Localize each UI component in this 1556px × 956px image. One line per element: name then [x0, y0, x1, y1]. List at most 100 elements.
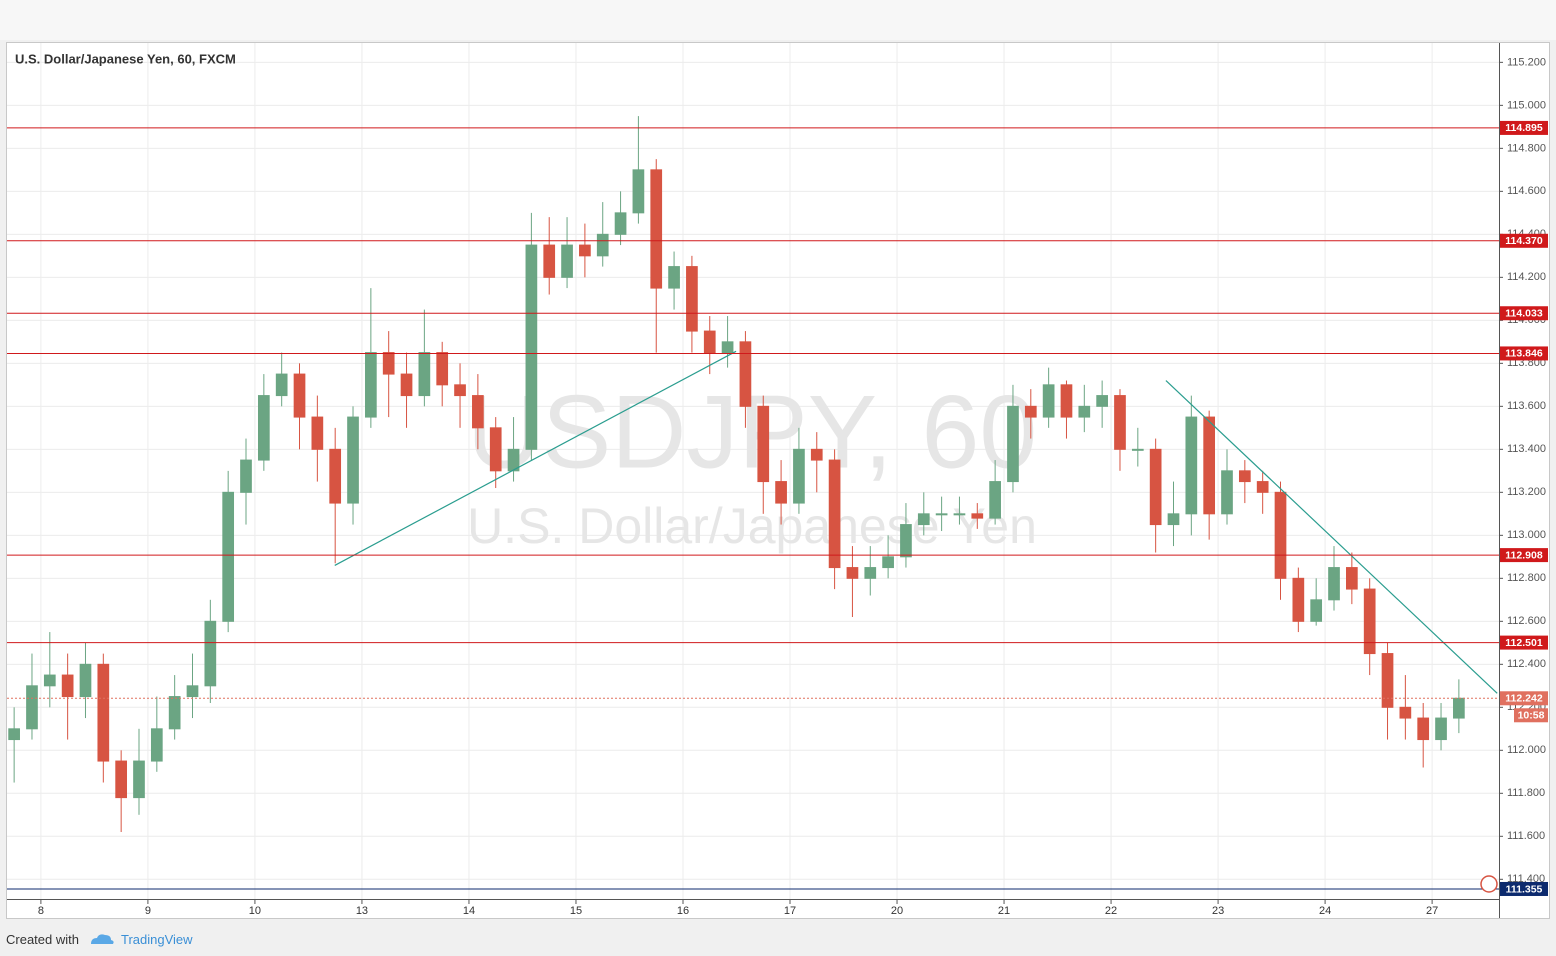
chart: USDJPY, 60 U.S. Dollar/Japanese Yen 111.… [0, 0, 1556, 919]
candle-body [703, 330, 716, 354]
candle-body [97, 663, 110, 762]
candle-body [971, 513, 984, 519]
x-tick-label: 14 [463, 905, 475, 917]
candle-body [204, 620, 217, 687]
candle-body [917, 513, 930, 526]
y-tick-label: 112.800 [1507, 572, 1546, 584]
candle-body [1310, 599, 1323, 622]
candle-body [1256, 481, 1269, 493]
x-tick-label: 9 [145, 905, 151, 917]
candle-body [810, 448, 823, 461]
candle-body [650, 169, 663, 289]
x-tick-label: 13 [356, 905, 368, 917]
y-tick-label: 113.000 [1507, 529, 1546, 541]
countdown-box [1514, 708, 1548, 723]
candle-body [507, 448, 520, 472]
compare-icon[interactable] [1480, 875, 1498, 893]
candle-body [882, 556, 894, 569]
candle-body [365, 352, 377, 418]
candle-body [686, 266, 698, 332]
candle-body [8, 728, 20, 741]
candle-body [257, 395, 270, 461]
candle-body [275, 373, 288, 397]
candle-body [1042, 384, 1055, 418]
watermark-symbol: USDJPY, 60 [467, 374, 1037, 490]
x-tick-label: 27 [1426, 905, 1438, 917]
candle-body [1149, 448, 1162, 526]
y-tick-label: 112.600 [1507, 615, 1546, 627]
candle-body [133, 760, 145, 799]
price-label: 114.033 [1505, 308, 1543, 320]
trendline [334, 350, 737, 566]
y-tick-label: 114.600 [1507, 185, 1546, 197]
x-tick-label: 24 [1319, 905, 1331, 917]
price-label-box [1500, 120, 1548, 135]
top-bar [0, 0, 1556, 40]
candle-body [1185, 416, 1198, 515]
price-label-box [1500, 346, 1548, 361]
price-label-box [1500, 233, 1548, 248]
candle-body [489, 427, 502, 472]
candle-body [454, 384, 466, 397]
candle-body [382, 352, 395, 375]
y-tick-label: 115.200 [1507, 56, 1546, 68]
candle-body [579, 244, 591, 257]
candle-body [1203, 416, 1216, 515]
price-label-box [1500, 635, 1548, 650]
candle-body [472, 395, 484, 429]
x-tick-label: 21 [998, 905, 1010, 917]
price-label-box [1500, 881, 1548, 896]
x-tick-label: 22 [1105, 905, 1117, 917]
price-label: 111.355 [1506, 883, 1543, 895]
candle-body [43, 674, 56, 687]
y-tick-label: 112.400 [1507, 658, 1546, 670]
footer-brand[interactable]: TradingView [120, 931, 193, 947]
x-tick-label: 16 [677, 905, 689, 917]
candle-body [543, 244, 556, 278]
candle-body [1328, 567, 1340, 601]
candle-body [1114, 395, 1126, 450]
candle-body [525, 244, 538, 450]
candle-body [26, 685, 38, 730]
candle-body [953, 513, 966, 516]
y-tick-label: 113.200 [1507, 486, 1546, 498]
candle-body [1292, 577, 1305, 622]
candle-body [1381, 653, 1394, 708]
chart-title: U.S. Dollar/Japanese Yen, 60, FXCM [15, 51, 236, 66]
candle-body [347, 416, 359, 504]
candle-body [329, 448, 342, 504]
price-label: 112.501 [1505, 637, 1543, 649]
candle-body [1078, 405, 1091, 418]
candle-body [1167, 513, 1180, 526]
candle-body [1346, 567, 1358, 590]
candle-body [1417, 717, 1430, 741]
candle-body [400, 373, 413, 397]
candle-body [864, 567, 877, 579]
y-tick-label: 112.000 [1507, 744, 1546, 756]
candle-body [186, 685, 199, 698]
y-tick-label: 113.600 [1507, 400, 1546, 412]
footer-created: Created with [6, 931, 79, 947]
candle-body [1024, 405, 1037, 418]
candle-body [1096, 395, 1108, 407]
tradingview-logo [90, 934, 114, 944]
x-tick-label: 15 [570, 905, 582, 917]
candle-body [775, 481, 787, 504]
candle-body [79, 663, 92, 698]
candle-body [935, 513, 948, 516]
candle-body [739, 341, 752, 407]
candle-body [293, 373, 306, 418]
candle-body [828, 459, 841, 569]
countdown: 10:58 [1518, 710, 1545, 722]
candle-body [168, 696, 181, 730]
candle-body [222, 491, 235, 622]
price-label-box [1500, 306, 1548, 321]
candle-body [793, 448, 805, 504]
candle-body [757, 405, 770, 483]
candle-body [115, 760, 128, 799]
x-tick-label: 20 [891, 905, 903, 917]
time-axis-bg [7, 900, 1499, 918]
price-label: 113.846 [1505, 348, 1543, 360]
y-tick-label: 114.800 [1507, 142, 1546, 154]
x-tick-label: 10 [249, 905, 261, 917]
